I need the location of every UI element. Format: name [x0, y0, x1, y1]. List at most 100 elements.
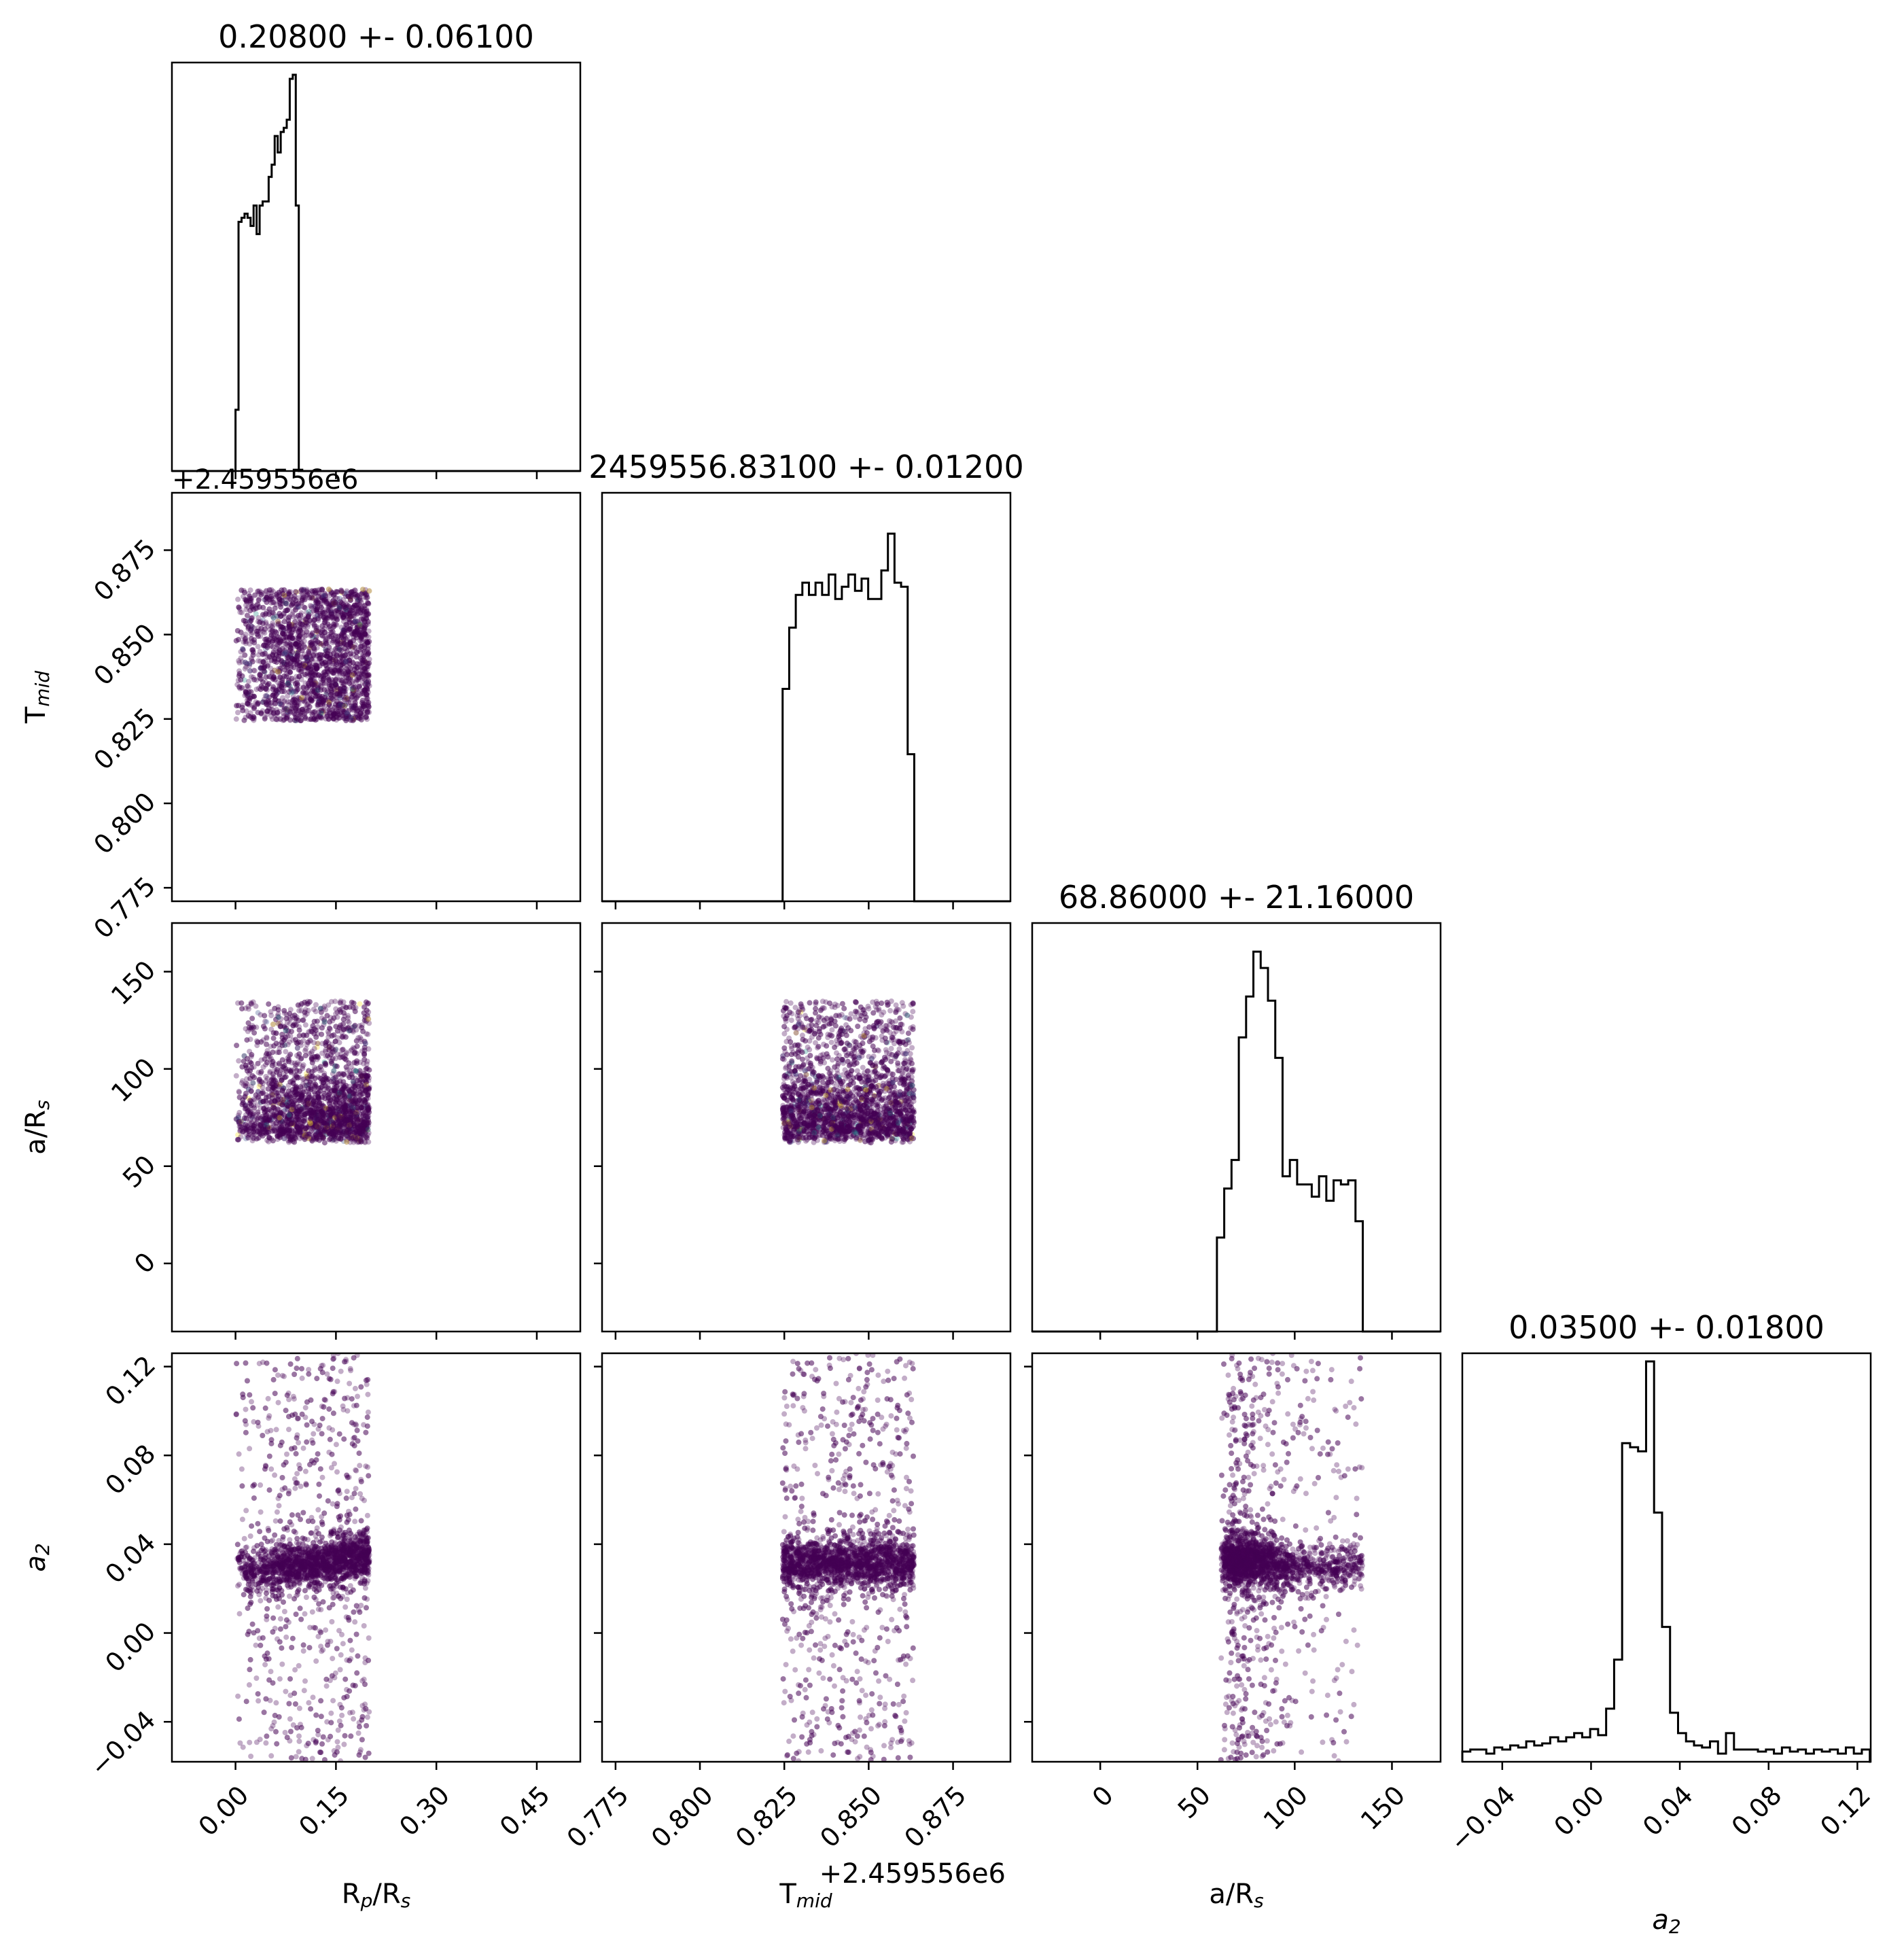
sample-point: [323, 640, 329, 646]
sample-point: [352, 644, 358, 650]
sample-point: [241, 717, 247, 723]
sample-point: [364, 648, 370, 655]
sample-point: [292, 636, 298, 642]
sample-point: [307, 670, 313, 676]
sample-point: [324, 697, 330, 703]
sample-point: [327, 603, 333, 609]
sample-point: [318, 680, 324, 686]
sample-point: [279, 682, 285, 688]
sample-point: [283, 641, 289, 647]
sample-point: [292, 607, 298, 613]
sample-point: [362, 603, 368, 609]
sample-point: [290, 706, 296, 712]
sample-point: [311, 647, 317, 653]
sample-point: [347, 641, 353, 647]
sample-point: [321, 673, 327, 678]
sample-point: [351, 671, 357, 676]
sample-point: [294, 655, 300, 661]
sample-point: [286, 682, 292, 688]
sample-point: [334, 653, 340, 659]
sample-point: [329, 648, 335, 654]
sample-point: [349, 630, 355, 636]
sample-point: [289, 676, 295, 682]
sample-point: [358, 714, 364, 720]
sample-point: [315, 612, 320, 619]
sample-point: [278, 626, 284, 632]
sample-point: [298, 645, 304, 651]
sample-point: [353, 591, 359, 597]
sample-point: [318, 641, 324, 647]
sample-point: [348, 640, 353, 646]
sample-point: [315, 597, 321, 603]
sample-point: [287, 652, 294, 658]
sample-point: [334, 707, 340, 713]
sample-point: [256, 675, 262, 681]
sample-point: [347, 657, 352, 663]
sample-point: [255, 710, 261, 716]
sample-point: [270, 638, 276, 644]
sample-point: [247, 595, 253, 602]
sample-point: [298, 621, 303, 627]
sample-point: [324, 653, 330, 659]
sample-point: [285, 678, 292, 683]
sample-point: [328, 714, 334, 720]
sample-point: [320, 698, 326, 704]
sample-point: [355, 630, 362, 636]
sample-point: [334, 684, 340, 690]
sample-point: [266, 705, 272, 711]
sample-point: [342, 709, 347, 715]
sample-point: [255, 710, 261, 716]
sample-point: [342, 636, 349, 642]
sample-point: [326, 699, 332, 705]
sample-point: [287, 699, 293, 705]
sample-point: [331, 600, 337, 606]
sample-point: [299, 636, 305, 642]
sample-point: [319, 652, 325, 658]
sample-point: [322, 629, 328, 636]
sample-point: [260, 659, 266, 665]
sample-point: [273, 594, 279, 600]
sample-point: [281, 619, 287, 625]
sample-point: [319, 714, 325, 720]
sample-point: [313, 665, 319, 672]
sample-point: [339, 647, 345, 653]
panel-frame-0-0: [171, 61, 582, 472]
sample-point: [334, 648, 340, 654]
sample-point: [289, 697, 296, 703]
sample-point: [286, 643, 292, 649]
sample-point: [303, 663, 309, 669]
sample-point: [336, 595, 342, 602]
sample-point: [270, 623, 276, 628]
sample-point: [321, 669, 328, 675]
sample-point: [255, 658, 262, 664]
sample-point: [347, 612, 353, 618]
sample-point: [287, 596, 294, 602]
sample-point: [286, 634, 292, 640]
sample-point: [342, 641, 348, 647]
sample-point: [312, 640, 318, 646]
sample-point: [366, 703, 372, 710]
sample-point: [363, 714, 369, 720]
sample-point: [286, 621, 292, 627]
sample-point: [290, 627, 296, 633]
sample-point: [296, 659, 302, 665]
sample-point: [294, 1062, 300, 1068]
sample-point: [272, 699, 278, 706]
sample-point: [342, 636, 349, 642]
sample-point: [308, 640, 314, 646]
sample-point: [321, 626, 328, 632]
sample-point: [318, 641, 324, 647]
sample-point: [340, 653, 346, 659]
sample-point: [362, 590, 368, 596]
sample-point: [344, 655, 350, 661]
sample-point: [313, 599, 319, 605]
sample-point: [337, 691, 343, 697]
sample-point: [321, 703, 328, 709]
sample-point: [292, 607, 298, 613]
sample-point: [312, 689, 318, 695]
sample-point: [363, 669, 369, 675]
sample-point: [331, 712, 337, 718]
sample-point: [364, 639, 370, 645]
sample-point: [253, 606, 259, 612]
sample-point: [339, 610, 345, 616]
